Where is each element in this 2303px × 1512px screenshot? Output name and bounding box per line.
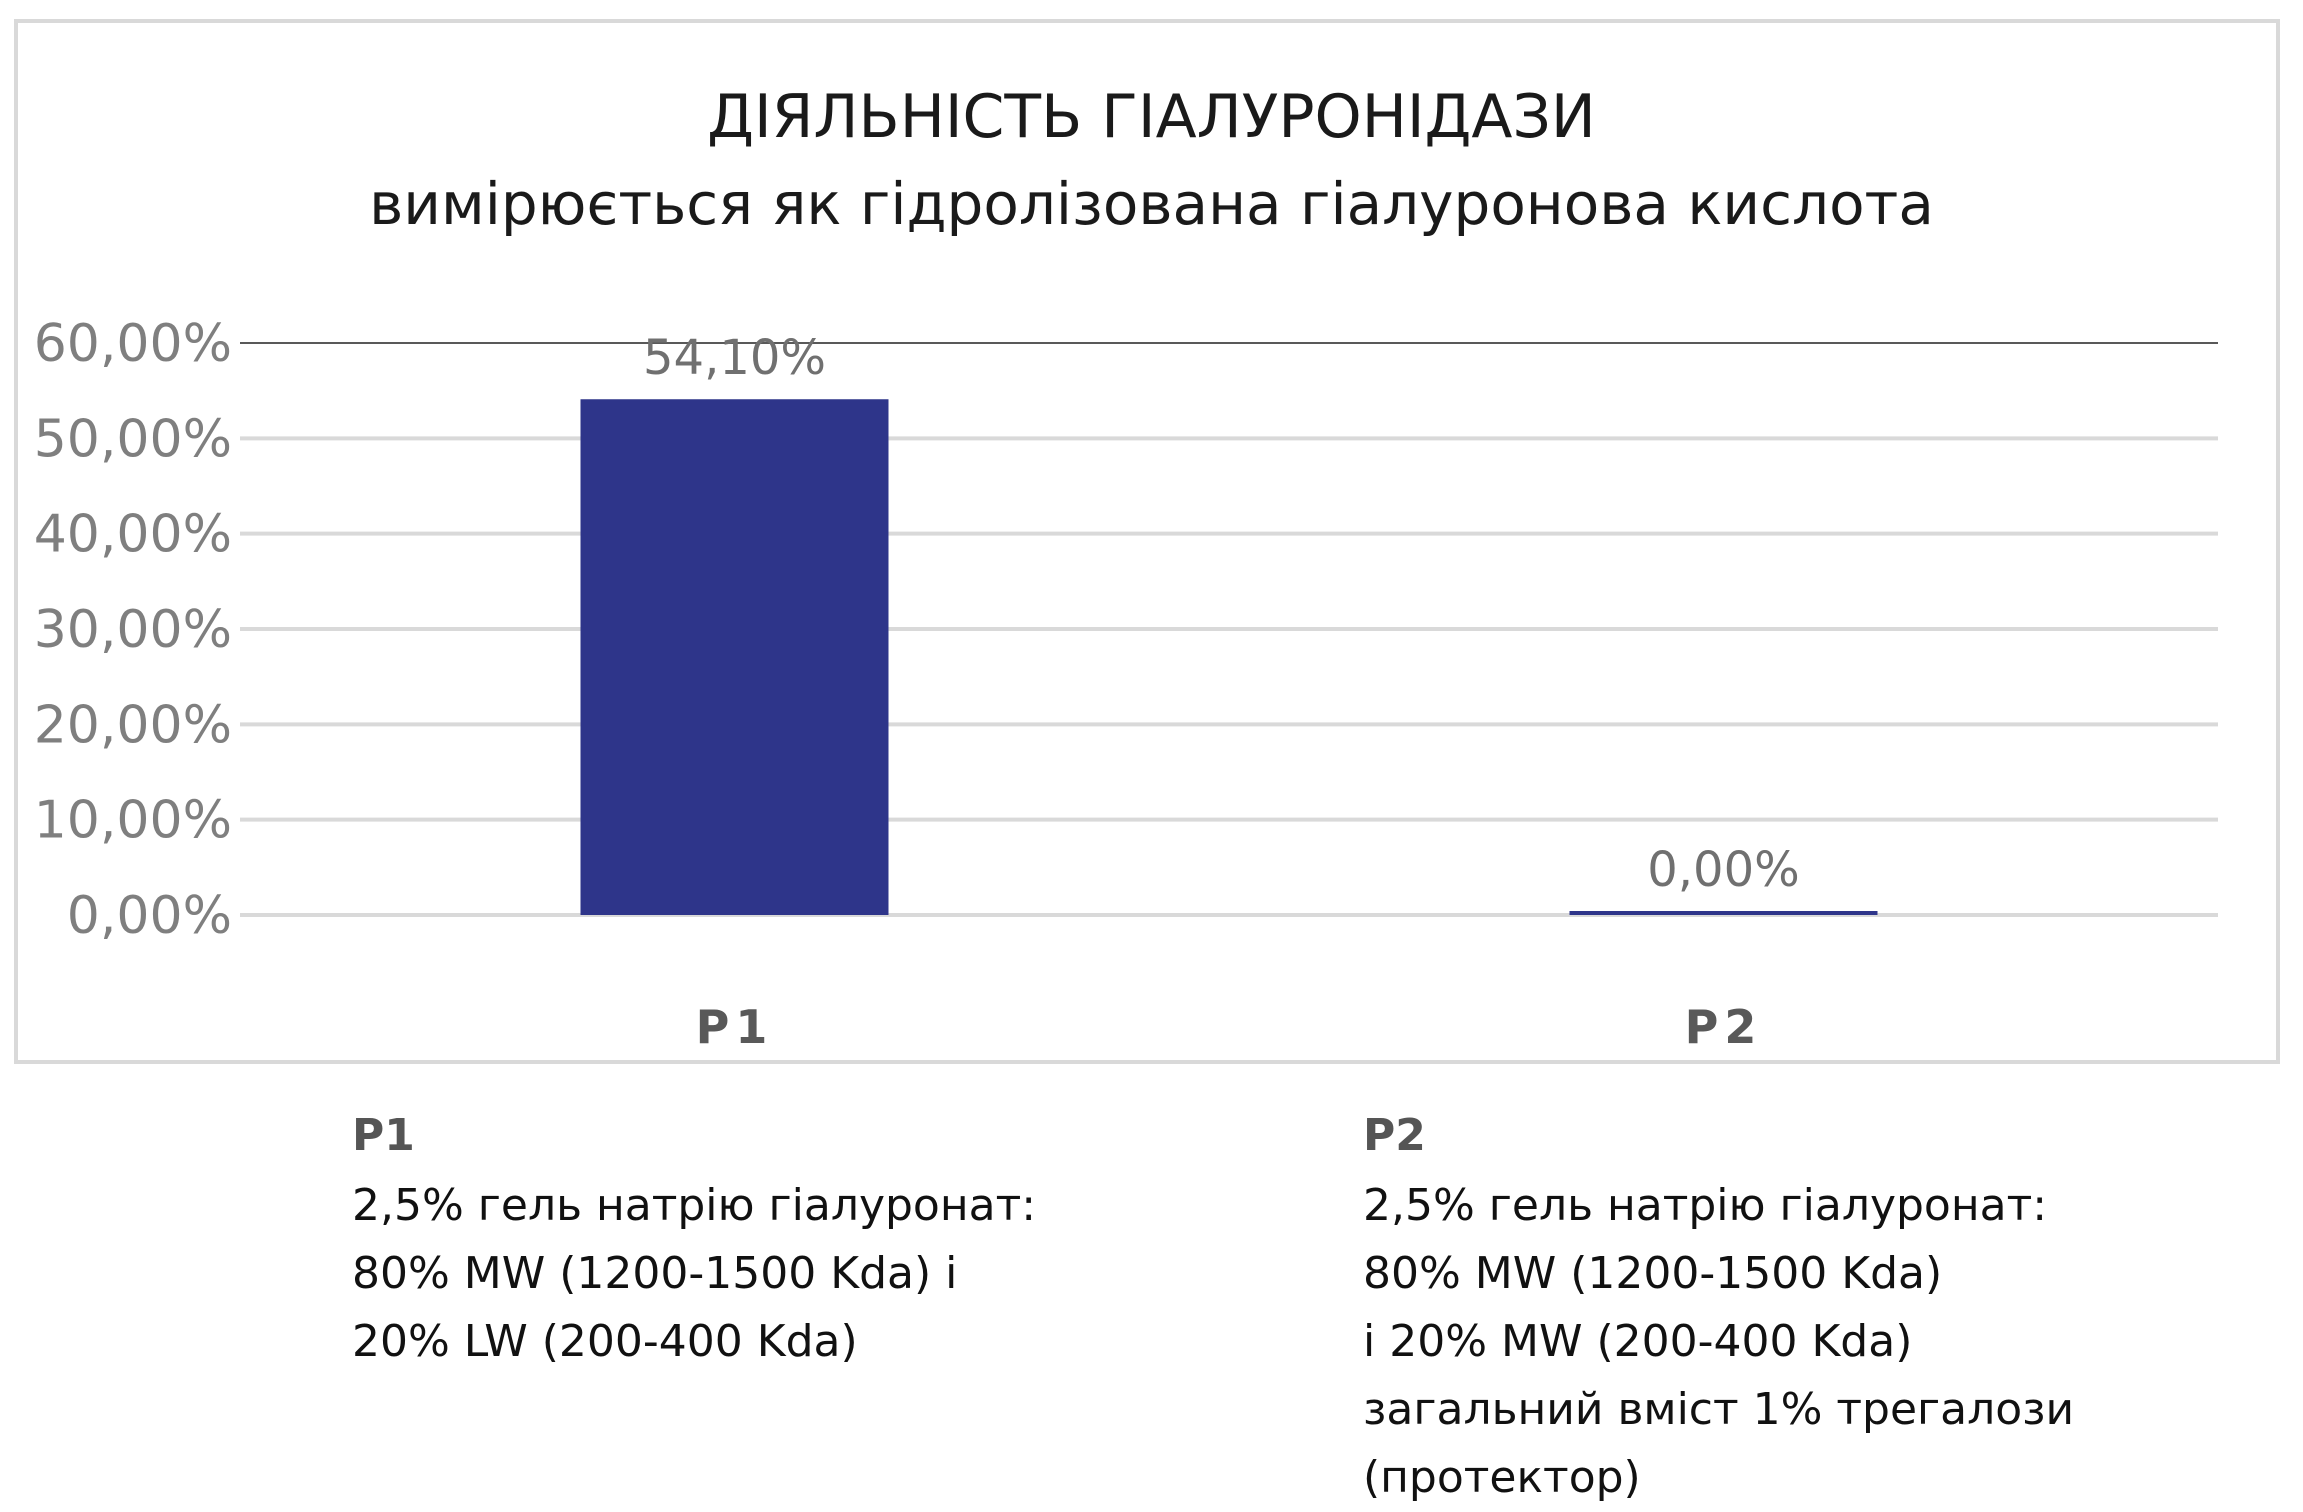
y-tick-label-3: 30,00%: [34, 600, 232, 660]
y-tick-label-6: 60,00%: [34, 314, 232, 374]
legend-p2-line-1: 2,5% гель натрію гіалуронат:: [1363, 1180, 2048, 1231]
y-tick-label-1: 10,00%: [34, 791, 232, 851]
legend-p2-line-4: загальний вміст 1% трегалози: [1363, 1384, 2075, 1435]
legend-p2-heading: P2: [1363, 1110, 1426, 1161]
x-tick-label-p2: P2: [1685, 1000, 1763, 1054]
y-tick-label-5: 50,00%: [34, 409, 232, 469]
chart-title: ДІЯЛЬНІСТЬ ГІАЛУРОНІДАЗИ: [707, 82, 1596, 152]
y-tick-label-2: 20,00%: [34, 695, 232, 755]
legend-p2: P2 2,5% гель натрію гіалуронат: 80% MW (…: [1363, 1106, 2074, 1512]
chart-subtitle: вимірюється як гідролізована гіалуронова…: [369, 170, 1934, 238]
legend-p1: P1 2,5% гель натрію гіалуронат: 80% MW (…: [352, 1106, 1036, 1376]
legend-p1-heading: P1: [352, 1110, 415, 1161]
y-tick-label-4: 40,00%: [34, 505, 232, 565]
chart-frame: [14, 19, 2280, 1064]
legend-p1-line-3: 20% LW (200-400 Kda): [352, 1316, 858, 1367]
data-label-p1: 54,10%: [643, 330, 826, 386]
legend-p2-line-3: і 20% MW (200-400 Kda): [1363, 1316, 1913, 1367]
bar-p1: [580, 399, 889, 915]
data-label-p2: 0,00%: [1647, 842, 1799, 898]
legend-p1-line-2: 80% MW (1200-1500 Kda) і: [352, 1248, 958, 1299]
legend-p2-line-5: (протектор): [1363, 1452, 1641, 1503]
legend-p2-line-2: 80% MW (1200-1500 Kda): [1363, 1248, 1943, 1299]
x-tick-label-p1: P1: [696, 1000, 774, 1054]
y-tick-label-0: 0,00%: [67, 886, 232, 946]
legend-p1-line-1: 2,5% гель натрію гіалуронат:: [352, 1180, 1037, 1231]
bar-p2: [1569, 911, 1878, 915]
